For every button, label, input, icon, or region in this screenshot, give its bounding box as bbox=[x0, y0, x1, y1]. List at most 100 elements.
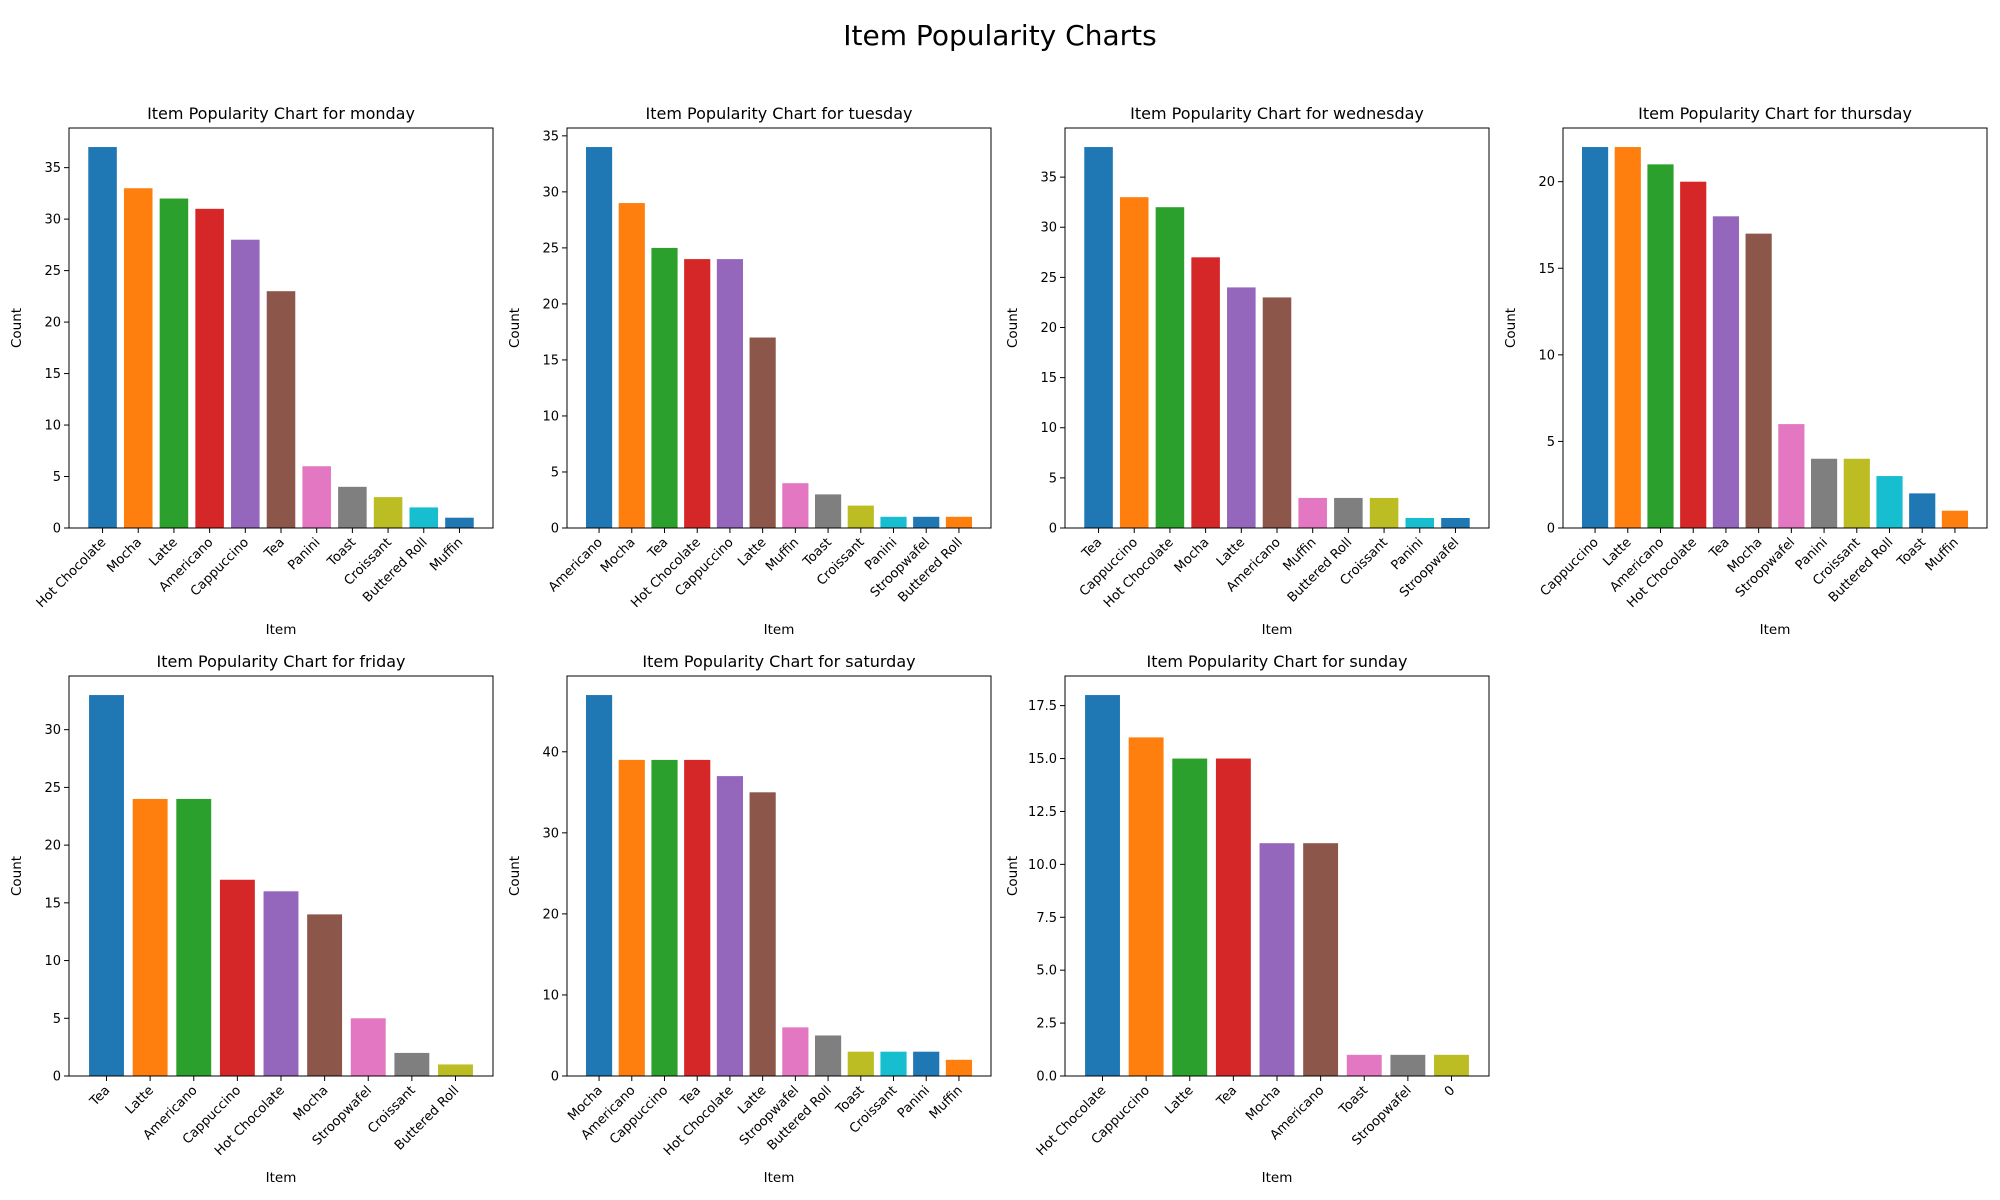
bar-stroopwafel bbox=[1441, 517, 1470, 528]
bar-croissant bbox=[373, 497, 403, 528]
y-tick-label: 20 bbox=[44, 316, 61, 331]
bar-mocha bbox=[1259, 843, 1295, 1076]
y-tick-label: 30 bbox=[1040, 221, 1057, 236]
y-tick-label: 10 bbox=[542, 409, 559, 424]
bar-toast bbox=[814, 494, 842, 528]
bar-mocha bbox=[1745, 233, 1772, 529]
bar-buttered-roll bbox=[1334, 497, 1363, 528]
y-tick-label: 15 bbox=[44, 367, 61, 382]
bar-cappuccino bbox=[1128, 737, 1164, 1076]
bar-latte bbox=[1172, 758, 1208, 1076]
y-tick-label: 5 bbox=[53, 470, 61, 485]
x-axis-label: Item bbox=[764, 622, 795, 638]
bar-stroopwafel bbox=[913, 516, 940, 528]
y-tick-label: 30 bbox=[44, 723, 61, 738]
y-tick-label: 30 bbox=[542, 826, 559, 841]
axes-frame bbox=[1562, 127, 1988, 529]
bar-toast bbox=[1346, 1054, 1382, 1076]
bar-croissant bbox=[1369, 497, 1399, 528]
y-tick-label: 10 bbox=[542, 988, 559, 1003]
bar-panini bbox=[302, 466, 331, 528]
chart-title: Item Popularity Chart for monday bbox=[147, 104, 415, 123]
y-tick-label: 25 bbox=[1040, 271, 1057, 286]
bar-muffin bbox=[445, 517, 474, 528]
bar-mocha bbox=[585, 695, 613, 1076]
bar-latte bbox=[159, 198, 189, 529]
x-axis-label: Item bbox=[1262, 622, 1293, 638]
y-axis-label: Count bbox=[1005, 856, 1021, 896]
x-axis-label: Item bbox=[764, 1170, 795, 1186]
y-tick-label: 5 bbox=[53, 1012, 61, 1027]
bar-panini bbox=[880, 516, 907, 528]
bar-latte bbox=[132, 798, 168, 1076]
bar-tea bbox=[651, 247, 678, 529]
y-tick-label: 17.5 bbox=[1028, 699, 1057, 714]
bar-hot-chocolate bbox=[1680, 181, 1707, 528]
y-tick-label: 20 bbox=[542, 297, 559, 312]
y-axis-label: Count bbox=[9, 856, 25, 896]
bar-stroopwafel bbox=[1390, 1054, 1426, 1076]
bar-tea bbox=[684, 759, 711, 1076]
y-tick-label: 10 bbox=[1040, 421, 1057, 436]
chart-title: Item Popularity Chart for thursday bbox=[1638, 104, 1912, 123]
bar-stroopwafel bbox=[350, 1018, 386, 1076]
bar-tea bbox=[266, 291, 296, 528]
y-tick-label: 0 bbox=[53, 1070, 61, 1085]
y-tick-label: 5 bbox=[551, 465, 559, 480]
bar-americano bbox=[176, 798, 212, 1076]
y-tick-label: 15 bbox=[44, 896, 61, 911]
y-axis-label: Count bbox=[507, 308, 523, 348]
bar-croissant bbox=[394, 1052, 430, 1076]
y-tick-label: 25 bbox=[542, 241, 559, 256]
y-tick-label: 35 bbox=[1040, 171, 1057, 186]
bar-mocha bbox=[123, 188, 153, 528]
y-tick-label: 10.0 bbox=[1028, 858, 1057, 873]
bar-tea bbox=[1215, 758, 1251, 1076]
bar-cappuccino bbox=[1119, 197, 1149, 529]
bar-latte bbox=[1614, 147, 1641, 529]
bar-buttered-roll bbox=[945, 516, 973, 528]
y-tick-label: 20 bbox=[542, 907, 559, 922]
chart-title: Item Popularity Chart for wednesday bbox=[1130, 104, 1424, 123]
bar-tea bbox=[89, 695, 124, 1076]
y-tick-label: 25 bbox=[44, 264, 61, 279]
bar-panini bbox=[1405, 517, 1435, 528]
bar-cappuccino bbox=[1581, 147, 1609, 529]
y-axis-label: Count bbox=[507, 856, 523, 896]
y-axis-label: Count bbox=[9, 308, 25, 348]
bar-americano bbox=[618, 759, 645, 1076]
bar-cappuccino bbox=[231, 239, 260, 528]
bar-panini bbox=[913, 1051, 940, 1076]
bar-toast bbox=[338, 486, 367, 528]
y-tick-label: 15.0 bbox=[1028, 752, 1057, 767]
bar-toast bbox=[847, 1051, 874, 1076]
y-tick-label: 7.5 bbox=[1036, 911, 1057, 926]
bar-buttered-roll bbox=[438, 1064, 473, 1076]
chart-title: Item Popularity Chart for saturday bbox=[642, 652, 915, 671]
y-tick-label: 5.0 bbox=[1036, 964, 1057, 979]
chart-title: Item Popularity Chart for sunday bbox=[1147, 652, 1408, 671]
x-axis-label: Item bbox=[266, 1170, 297, 1186]
bar-panini bbox=[1810, 458, 1838, 528]
bar-mocha bbox=[1191, 257, 1220, 528]
bar-latte bbox=[1227, 287, 1256, 528]
figure-title: Item Popularity Charts bbox=[843, 19, 1156, 52]
y-tick-label: 20 bbox=[44, 839, 61, 854]
y-tick-label: 15 bbox=[1538, 262, 1555, 277]
bar-buttered-roll bbox=[409, 507, 439, 528]
y-axis-label: Count bbox=[1005, 308, 1021, 348]
x-axis-label: Item bbox=[266, 622, 297, 638]
bar-hot-chocolate bbox=[263, 891, 299, 1076]
bar-tea bbox=[1084, 147, 1113, 529]
bar-mocha bbox=[307, 914, 343, 1076]
y-tick-label: 10 bbox=[1538, 348, 1555, 363]
bar-buttered-roll bbox=[814, 1035, 842, 1076]
y-tick-label: 30 bbox=[542, 185, 559, 200]
axes-frame bbox=[566, 675, 992, 1077]
bar-muffin bbox=[1941, 510, 1969, 528]
y-tick-label: 0 bbox=[1049, 522, 1057, 537]
bar-hot-chocolate bbox=[1085, 695, 1120, 1076]
